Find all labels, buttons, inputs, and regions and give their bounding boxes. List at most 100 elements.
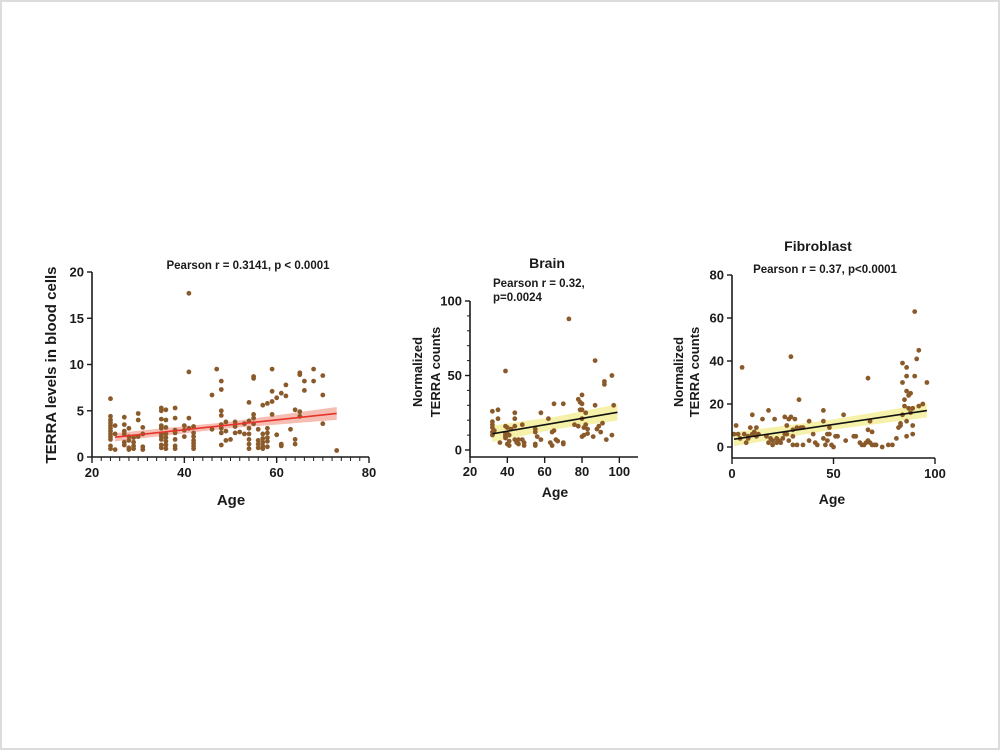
data-point	[912, 309, 918, 314]
chart-brain: Brain Pearson r = 0.32, p=0.0024 0 50 100 2…	[410, 255, 638, 500]
data-point	[506, 432, 512, 438]
data-point	[131, 439, 137, 445]
data-point	[827, 431, 832, 437]
x-tick-label: 100	[924, 466, 946, 481]
data-point	[297, 372, 303, 378]
data-point	[246, 425, 252, 431]
data-point	[788, 414, 794, 420]
data-point	[283, 393, 289, 399]
data-point	[506, 438, 512, 444]
data-point	[209, 426, 215, 432]
data-point	[532, 443, 538, 448]
data-point	[191, 434, 197, 439]
data-point	[843, 438, 849, 443]
data-point	[223, 419, 229, 425]
data-point	[269, 412, 275, 417]
data-point	[131, 446, 137, 452]
chart-annotation: Pearson r = 0.3141, p < 0.0001	[166, 260, 330, 272]
data-point	[579, 392, 585, 398]
data-point	[288, 426, 293, 432]
tick-labels: 0 20 40 60 80 0 50 100	[710, 268, 946, 482]
data-point	[209, 392, 215, 398]
data-point	[334, 448, 340, 453]
data-point	[575, 423, 581, 429]
data-point	[602, 382, 607, 387]
data-point	[792, 416, 798, 422]
data-point	[218, 378, 224, 384]
data-point	[260, 402, 266, 408]
data-point	[126, 425, 132, 431]
tick-labels: 0 50 100 20 40 60 80 100	[440, 294, 630, 480]
data-point	[495, 416, 501, 422]
regression-line	[733, 409, 927, 440]
data-point	[551, 428, 557, 433]
data-point	[784, 431, 790, 437]
data-point	[885, 442, 891, 448]
data-point	[598, 429, 604, 435]
data-point	[512, 423, 518, 429]
y-tick-label: 0	[717, 440, 724, 455]
data-point	[246, 437, 252, 442]
chart-title: Fibroblast	[784, 238, 852, 254]
data-point	[269, 399, 275, 404]
data-point	[754, 425, 759, 430]
chart-title: Brain	[529, 255, 565, 271]
data-point	[491, 428, 497, 433]
chart-fibroblast: Fibroblast Pearson r = 0.37, p<0.0001 0 2…	[671, 238, 946, 507]
y-tick-label: 80	[710, 268, 724, 283]
x-tick-label: 0	[728, 466, 735, 481]
data-point	[218, 408, 224, 414]
axes	[727, 274, 936, 464]
data-point	[512, 416, 518, 422]
x-tick-label: 60	[537, 464, 551, 479]
data-point	[191, 430, 197, 436]
data-point	[255, 438, 261, 443]
data-point	[251, 415, 256, 421]
data-point	[237, 429, 243, 435]
data-point	[609, 432, 615, 438]
data-point	[796, 397, 802, 403]
data-point	[532, 429, 538, 435]
data-point	[904, 365, 909, 370]
data-point	[841, 412, 846, 418]
data-point	[246, 441, 252, 447]
data-point	[821, 436, 826, 441]
data-point	[549, 443, 555, 448]
data-point	[778, 440, 784, 446]
data-point	[158, 437, 164, 442]
data-point	[831, 444, 836, 450]
y-tick-label: 20	[710, 397, 724, 412]
data-point	[269, 366, 275, 372]
data-point	[218, 387, 224, 392]
axes	[465, 300, 638, 463]
data-point	[108, 446, 113, 452]
data-point	[112, 423, 118, 428]
data-point	[825, 438, 830, 443]
data-point	[592, 358, 598, 363]
data-point	[782, 414, 788, 420]
data-point	[135, 411, 141, 416]
data-point	[218, 425, 224, 431]
x-tick-label: 80	[362, 465, 376, 480]
y-tick-label: 50	[448, 368, 462, 383]
data-point	[320, 421, 326, 427]
data-point	[572, 422, 577, 428]
data-point	[135, 417, 141, 423]
data-point	[581, 432, 587, 438]
data-point	[821, 408, 826, 413]
data-point	[583, 410, 589, 416]
x-tick-label: 20	[85, 465, 99, 480]
y-axis-label-line2: TERRA counts	[428, 327, 443, 418]
x-tick-label: 40	[500, 464, 514, 479]
data-point	[810, 431, 816, 437]
data-point	[504, 425, 510, 430]
data-point	[490, 408, 495, 414]
data-point	[503, 368, 508, 374]
regression-line	[114, 412, 337, 439]
data-point	[579, 401, 585, 407]
data-point	[735, 431, 741, 437]
data-point	[772, 416, 777, 422]
data-point	[596, 423, 602, 429]
data-points	[731, 309, 930, 450]
data-point	[218, 442, 224, 448]
